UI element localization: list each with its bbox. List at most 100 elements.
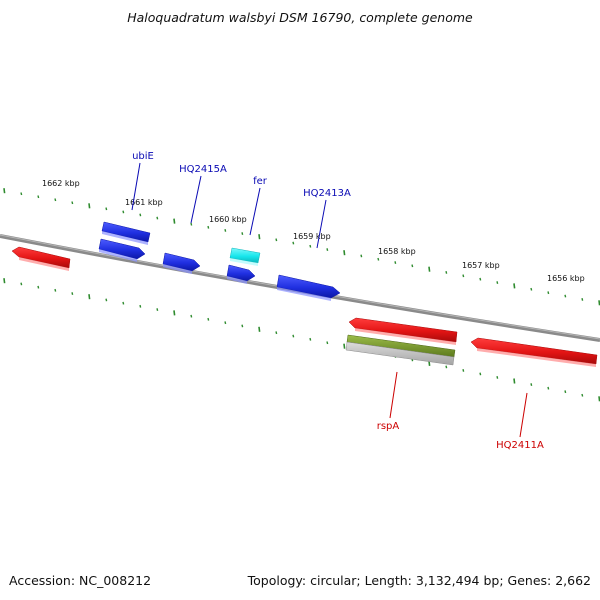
leader-line-rspA [389, 371, 398, 419]
gene-reverse-left[interactable] [11, 246, 71, 271]
topology-text: Topology: circular; Length: 3,132,494 bp… [247, 573, 591, 588]
outer-ring-major-tick [258, 234, 261, 240]
outer-ring-minor-tick [241, 232, 244, 235]
outer-ring-minor-tick [411, 264, 414, 268]
outer-ring-minor-tick [445, 271, 448, 274]
outer-ring-minor-tick [377, 257, 380, 261]
inner-ring-major-tick [173, 310, 176, 316]
outer-ring-minor-tick [479, 277, 482, 281]
gene-HQ2413A[interactable] [276, 274, 341, 301]
tick-label-1661: 1661 kbp [125, 198, 163, 207]
outer-ring-minor-tick [139, 213, 142, 217]
inner-ring-minor-tick [581, 393, 584, 397]
gene-HQ2415A-2[interactable] [162, 252, 201, 274]
accession-text: Accession: NC_008212 [9, 573, 151, 588]
gene-fer[interactable] [229, 247, 261, 266]
inner-ring-minor-tick [309, 337, 312, 341]
outer-ring-minor-tick [530, 287, 533, 291]
gene-label-fer[interactable]: fer [253, 176, 268, 187]
outer-ring-minor-tick [20, 192, 23, 196]
gene-label-ubiE[interactable]: ubiE [132, 151, 154, 162]
inner-ring-major-tick [3, 278, 6, 284]
inner-ring-minor-tick [496, 376, 499, 379]
outer-ring-minor-tick [156, 216, 159, 220]
outer-ring-minor-tick [292, 241, 295, 245]
tick-label-1662: 1662 kbp [42, 179, 80, 188]
inner-ring-minor-tick [71, 292, 74, 295]
outer-ring-minor-tick [275, 238, 278, 242]
gene-label-HQ2413A[interactable]: HQ2413A [303, 188, 351, 199]
inner-ring-minor-tick [564, 390, 567, 394]
inner-ring-minor-tick [241, 324, 244, 328]
outer-ring-minor-tick [224, 229, 227, 232]
inner-ring-minor-tick [207, 317, 210, 321]
inner-ring-minor-tick [224, 321, 227, 325]
outer-ring-minor-tick [309, 244, 312, 248]
outer-ring-minor-tick [71, 201, 74, 205]
inner-ring-minor-tick [122, 301, 125, 305]
leader-line-HQ2413A [316, 199, 327, 249]
tick-label-1660: 1660 kbp [209, 215, 247, 224]
inner-ring-minor-tick [190, 314, 193, 318]
outer-ring-major-tick [3, 188, 6, 194]
leader-line-HQ2415A [190, 175, 202, 224]
inner-ring-major-tick [258, 326, 261, 332]
tick-label-1656: 1656 kbp [547, 274, 585, 283]
gene-HQ2411A[interactable] [470, 337, 598, 367]
inner-ring-minor-tick [105, 298, 108, 302]
leader-line-fer [249, 187, 261, 236]
outer-ring-minor-tick [190, 222, 193, 226]
inner-ring-minor-tick [275, 331, 278, 335]
inner-ring-major-tick [88, 294, 91, 300]
gene-label-HQ2411A[interactable]: HQ2411A [496, 440, 544, 451]
outer-ring-minor-tick [326, 248, 329, 251]
outer-ring-minor-tick [37, 195, 40, 199]
gene-label-rspA[interactable]: rspA [377, 421, 400, 432]
outer-ring-minor-tick [122, 210, 125, 214]
outer-ring-minor-tick [207, 225, 210, 229]
gene-label-HQ2415A[interactable]: HQ2415A [179, 164, 227, 175]
outer-ring-minor-tick [394, 261, 397, 264]
outer-ring-major-tick [428, 266, 431, 272]
gene-fer-2[interactable] [226, 264, 256, 284]
inner-ring-minor-tick [156, 308, 159, 311]
outer-ring-minor-tick [462, 274, 465, 278]
inner-ring-minor-tick [139, 304, 142, 308]
inner-ring-minor-tick [54, 288, 57, 292]
gene-ubiE[interactable] [101, 221, 151, 245]
inner-ring-minor-tick [530, 383, 533, 386]
map-title: Haloquadratum walsbyi DSM 16790, complet… [127, 10, 473, 25]
gene-HQ2415A[interactable] [98, 238, 146, 262]
outer-ring-major-tick [343, 250, 346, 256]
inner-ring-major-tick [513, 378, 516, 384]
inner-ring-minor-tick [547, 386, 550, 390]
gene-rspA[interactable] [348, 317, 458, 345]
inner-ring-minor-tick [37, 285, 40, 289]
inner-ring-minor-tick [479, 372, 482, 376]
outer-ring-minor-tick [581, 298, 584, 301]
outer-ring-minor-tick [105, 207, 108, 211]
outer-ring-minor-tick [54, 198, 57, 202]
outer-ring-minor-tick [547, 291, 550, 295]
tick-label-1658: 1658 kbp [378, 247, 416, 256]
inner-ring-minor-tick [462, 369, 465, 372]
inner-ring-minor-tick [292, 334, 295, 338]
outer-ring-major-tick [88, 203, 91, 209]
outer-ring-minor-tick [564, 294, 567, 298]
inner-ring-minor-tick [445, 365, 448, 369]
outer-ring-minor-tick [496, 281, 499, 284]
leader-line-HQ2411A [519, 392, 528, 438]
tick-label-1657: 1657 kbp [462, 261, 500, 270]
feature-rspA-rna[interactable] [345, 334, 456, 366]
inner-ring-major-tick [343, 343, 346, 349]
outer-ring-minor-tick [360, 254, 363, 258]
tick-label-1659: 1659 kbp [293, 232, 331, 241]
outer-ring-major-tick [173, 218, 176, 224]
outer-ring-major-tick [513, 283, 516, 289]
inner-tick-ring [3, 278, 600, 402]
inner-ring-minor-tick [326, 341, 329, 345]
inner-ring-minor-tick [20, 282, 23, 286]
leader-line-ubiE [131, 162, 141, 211]
